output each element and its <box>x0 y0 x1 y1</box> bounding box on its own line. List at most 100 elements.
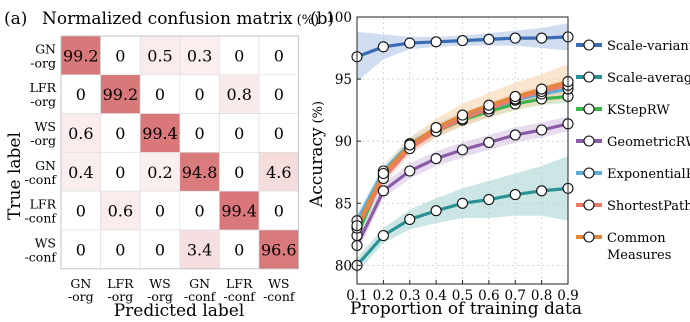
heatmap-cell-value: 0 <box>274 202 284 221</box>
heatmap-cell-value: 99.4 <box>221 202 257 221</box>
y-axis-label-accuracy-text: Accuracy <box>307 127 327 208</box>
accuracy-line-panel: (b) Accuracy (%) Proportion of training d… <box>307 9 690 319</box>
heatmap-cell-value: 0 <box>155 240 165 259</box>
data-point <box>456 197 469 209</box>
heatmap-cell-value: 0 <box>115 240 125 259</box>
heatmap-row-label: GN <box>35 158 56 173</box>
legend-label: Scale-variant <box>607 39 690 54</box>
heatmap-cell-value: 0 <box>76 240 86 259</box>
heatmap-cell <box>60 190 101 231</box>
data-point <box>430 36 442 48</box>
data-point <box>456 109 469 121</box>
heatmap-cell-value: 99.4 <box>142 124 178 143</box>
heatmap-row-label: -org <box>30 55 56 70</box>
heatmap-col-label: LFR <box>226 276 253 291</box>
heatmap-col-label: LFR <box>107 276 134 291</box>
data-point <box>430 121 442 134</box>
data-point <box>377 185 389 197</box>
legend-marker <box>583 103 595 115</box>
data-point <box>509 189 521 201</box>
heatmap-cell <box>60 113 101 153</box>
heatmap-cell-value: 0 <box>274 85 284 104</box>
heatmap-cell <box>258 113 299 153</box>
heatmap-cell <box>60 229 101 270</box>
heatmap-cell-value: 0 <box>195 124 205 143</box>
heatmap-col-label: -conf <box>223 289 256 304</box>
confusion-matrix-title-text: Normalized confusion matrix <box>42 9 293 29</box>
legend-marker <box>583 71 595 83</box>
confusion-matrix-title-unit: (%) <box>297 13 320 28</box>
heatmap-cell-value: 0.8 <box>226 85 251 104</box>
heatmap-col-label: -org <box>108 289 134 304</box>
heatmap-cell-value: 0.3 <box>187 46 212 65</box>
data-point <box>404 139 416 151</box>
y-tick-label: 85 <box>335 196 352 212</box>
heatmap-cell-value: 0 <box>234 240 244 259</box>
heatmap-cell-value: 0 <box>115 46 125 65</box>
y-axis-label-accuracy: Accuracy (%) <box>307 101 327 208</box>
x-tick-label: 0.8 <box>531 288 552 304</box>
heatmap-cell <box>100 74 141 114</box>
heatmap-cell-value: 96.6 <box>261 240 297 259</box>
heatmap-cell <box>219 190 260 231</box>
data-point <box>536 124 548 136</box>
heatmap-col-labels: GN-orgLFR-orgWS-orgGN-confLFR-confWS-con… <box>68 276 296 304</box>
heatmap-cell-value: 0.6 <box>68 124 93 143</box>
heatmap-cell <box>219 229 260 270</box>
heatmap-cell-value: 94.8 <box>182 163 218 182</box>
heatmap-row-label: -conf <box>25 172 58 187</box>
heatmap-cell-value: 0.6 <box>108 202 133 221</box>
x-tick-label: 0.3 <box>399 288 420 304</box>
heatmap-cell-value: 0 <box>274 124 284 143</box>
heatmap-cell-value: 0 <box>115 163 125 182</box>
legend-label: Scale-average <box>607 71 690 86</box>
confusion-matrix-panel: (a) Normalized confusion matrix (%) True … <box>4 9 319 321</box>
heatmap-row-labels: GN-orgLFR-orgWS-orgGN-confLFR-confWS-con… <box>25 41 58 264</box>
heatmap-cell <box>100 113 141 153</box>
heatmap-row-label: WS <box>35 235 56 250</box>
x-tick-label: 0.4 <box>425 288 446 304</box>
data-point <box>404 37 416 49</box>
heatmap-cell <box>139 190 181 231</box>
heatmap-col-label: GN <box>189 276 210 291</box>
legend-marker <box>583 135 595 147</box>
heatmap-cell-value: 0 <box>155 202 165 221</box>
heatmap-cell-value: 0.4 <box>68 163 93 182</box>
data-point <box>509 129 521 141</box>
series-markers <box>351 31 574 271</box>
data-point <box>377 167 389 180</box>
y-axis-label-accuracy-unit: (%) <box>311 101 326 124</box>
data-point <box>483 33 495 45</box>
heatmap-cell <box>60 152 101 192</box>
heatmap-cell-value: 99.2 <box>103 85 139 104</box>
heatmap-col-label: GN <box>70 276 91 291</box>
x-tick-label: 0.9 <box>557 288 578 304</box>
heatmap-cell-value: 0 <box>76 202 86 221</box>
y-tick-label: 100 <box>326 10 352 26</box>
x-tick-label: 0.5 <box>452 288 473 304</box>
heatmap-cell-value: 0 <box>234 124 244 143</box>
heatmap-cell <box>219 74 260 114</box>
legend-marker <box>583 199 595 211</box>
data-point <box>509 90 521 103</box>
heatmap-cell <box>258 229 299 270</box>
heatmap-cell <box>258 35 299 76</box>
heatmap-cell <box>179 152 220 192</box>
legend-label: ExponentialRW <box>607 167 690 182</box>
confidence-band <box>357 156 568 273</box>
heatmap-col-label: WS <box>149 276 170 291</box>
panel-a-label: (a) <box>4 9 27 29</box>
x-axis-label-proportion: Proportion of training data <box>350 299 582 319</box>
heatmap-col-label: -org <box>147 289 173 304</box>
legend-label: Common <box>607 231 666 246</box>
heatmap-cell-value: 0 <box>274 46 284 65</box>
heatmap-col-label: -conf <box>263 289 296 304</box>
axis-ticks: 0.1 0.2 0.3 0.4 0.5 0.6 0.7 0.8 0.9 80 85 90 95 100 <box>326 10 579 304</box>
heatmap-col-label: -org <box>68 289 94 304</box>
x-tick-label: 0.2 <box>373 288 394 304</box>
heatmap-cell-value: 0 <box>115 124 125 143</box>
data-point <box>430 153 442 165</box>
heatmap-row-label: LFR <box>30 80 57 95</box>
data-point <box>536 83 548 95</box>
